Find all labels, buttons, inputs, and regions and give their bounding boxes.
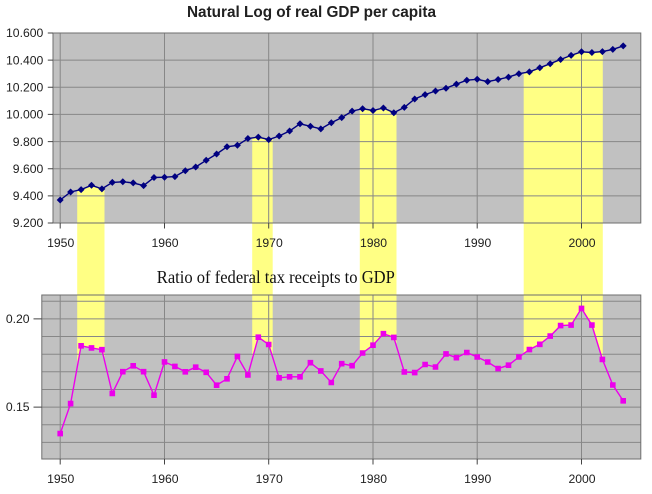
svg-text:1980: 1980 bbox=[360, 236, 387, 250]
svg-text:2000: 2000 bbox=[568, 472, 595, 486]
svg-text:0.15: 0.15 bbox=[6, 400, 30, 414]
svg-text:9.600: 9.600 bbox=[13, 162, 44, 176]
svg-text:1970: 1970 bbox=[256, 472, 283, 486]
svg-text:1970: 1970 bbox=[256, 236, 283, 250]
svg-text:1980: 1980 bbox=[360, 472, 387, 486]
svg-text:9.200: 9.200 bbox=[13, 216, 44, 230]
svg-text:10.600: 10.600 bbox=[6, 26, 43, 40]
svg-text:10.000: 10.000 bbox=[6, 108, 43, 122]
svg-text:1990: 1990 bbox=[464, 472, 491, 486]
svg-text:Natural Log of real GDP per ca: Natural Log of real GDP per capita bbox=[187, 4, 436, 21]
svg-text:1950: 1950 bbox=[47, 472, 74, 486]
svg-text:2000: 2000 bbox=[568, 236, 595, 250]
svg-text:0.20: 0.20 bbox=[6, 312, 30, 326]
svg-text:10.400: 10.400 bbox=[6, 53, 43, 67]
svg-text:1960: 1960 bbox=[151, 472, 178, 486]
svg-text:9.400: 9.400 bbox=[13, 189, 44, 203]
svg-text:9.800: 9.800 bbox=[13, 135, 44, 149]
svg-text:1960: 1960 bbox=[151, 236, 178, 250]
svg-text:1950: 1950 bbox=[47, 236, 74, 250]
svg-text:10.200: 10.200 bbox=[6, 81, 43, 95]
svg-text:1990: 1990 bbox=[464, 236, 491, 250]
svg-text:Ratio of federal tax receipts: Ratio of federal tax receipts to GDP bbox=[157, 267, 395, 287]
